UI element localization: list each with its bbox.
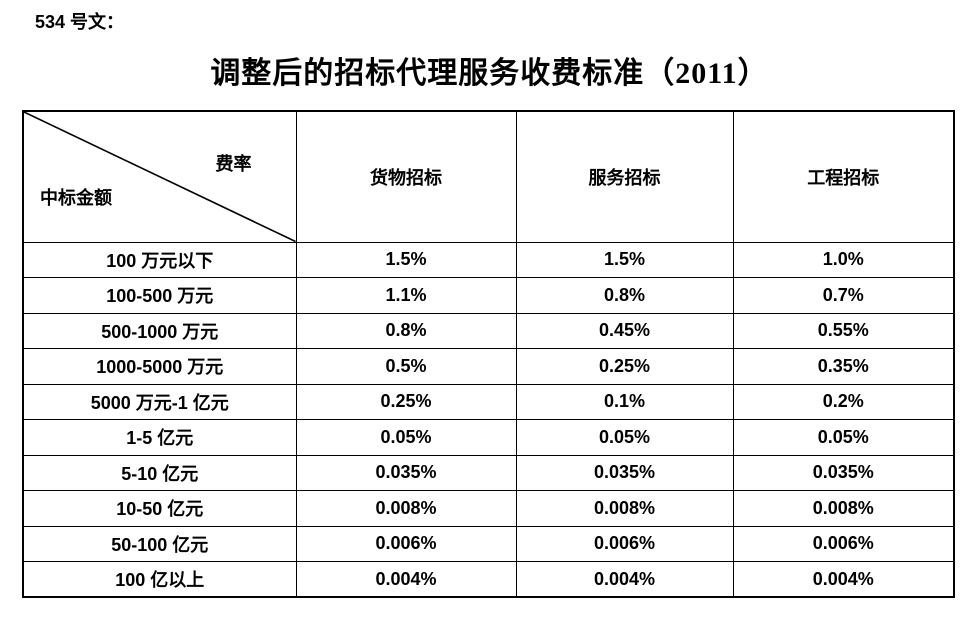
rate-cell: 0.008% [515,490,734,527]
doc-number: 534 号文： [35,12,125,32]
rate-cell: 1.1% [295,277,517,314]
row-label: 5-10 亿元 [22,454,297,491]
table-row: 100 亿以上 0.004% 0.004% 0.004% [22,561,955,598]
rate-cell: 0.55% [732,312,955,349]
rate-cell: 0.035% [515,454,734,491]
rate-cell: 0.1% [515,383,734,420]
rate-cell: 0.008% [732,490,955,527]
diagonal-header-cell: 费率 中标金额 [22,110,297,243]
corner-label-rate: 费率 [215,154,252,174]
column-header-engineering-bidding: 工程招标 [732,110,955,243]
diagonal-divider-line [24,112,296,242]
rate-cell: 0.45% [515,312,734,349]
page-title: 调整后的招标代理服务收费标准（2011） [210,57,769,90]
rate-cell: 1.0% [732,241,955,278]
table-row: 5-10 亿元 0.035% 0.035% 0.035% [22,454,955,491]
rate-cell: 1.5% [295,241,517,278]
rate-cell: 0.5% [295,348,517,385]
rate-cell: 0.2% [732,383,955,420]
table-row: 1000-5000 万元 0.5% 0.25% 0.35% [22,348,955,385]
row-label: 100 亿以上 [22,561,297,598]
table-row: 500-1000 万元 0.8% 0.45% 0.55% [22,312,955,349]
rate-cell: 0.8% [295,312,517,349]
rate-cell: 0.25% [295,383,517,420]
table-row: 100-500 万元 1.1% 0.8% 0.7% [22,277,955,314]
row-label: 50-100 亿元 [22,525,297,562]
table-row: 10-50 亿元 0.008% 0.008% 0.008% [22,490,955,527]
row-label: 500-1000 万元 [22,312,297,349]
table-row: 5000 万元-1 亿元 0.25% 0.1% 0.2% [22,383,955,420]
rate-cell: 0.05% [515,419,734,456]
rate-cell: 0.006% [732,525,955,562]
rate-cell: 0.006% [295,525,517,562]
table-row: 50-100 亿元 0.006% 0.006% 0.006% [22,525,955,562]
row-label: 100 万元以下 [22,241,297,278]
rate-cell: 0.008% [295,490,517,527]
row-label: 10-50 亿元 [22,490,297,527]
rate-cell: 0.006% [515,525,734,562]
corner-label-bid-amount: 中标金额 [40,188,112,208]
rate-cell: 0.35% [732,348,955,385]
rate-cell: 0.05% [732,419,955,456]
fee-table: 费率 中标金额 货物招标 服务招标 工程招标 100 万元以下 1.5% 1.5… [22,110,955,598]
rate-cell: 1.5% [515,241,734,278]
rate-cell: 0.7% [732,277,955,314]
rate-cell: 0.035% [295,454,517,491]
rate-cell: 0.004% [295,561,517,598]
rate-cell: 0.035% [732,454,955,491]
row-label: 100-500 万元 [22,277,297,314]
column-header-service-bidding: 服务招标 [515,110,734,243]
row-label: 5000 万元-1 亿元 [22,383,297,420]
row-label: 1-5 亿元 [22,419,297,456]
rate-cell: 0.004% [515,561,734,598]
table-header-row: 费率 中标金额 货物招标 服务招标 工程招标 [22,110,955,243]
rate-cell: 0.25% [515,348,734,385]
rate-cell: 0.004% [732,561,955,598]
rate-cell: 0.8% [515,277,734,314]
table-row: 1-5 亿元 0.05% 0.05% 0.05% [22,419,955,456]
rate-cell: 0.05% [295,419,517,456]
table-row: 100 万元以下 1.5% 1.5% 1.0% [22,241,955,278]
column-header-goods-bidding: 货物招标 [295,110,517,243]
row-label: 1000-5000 万元 [22,348,297,385]
